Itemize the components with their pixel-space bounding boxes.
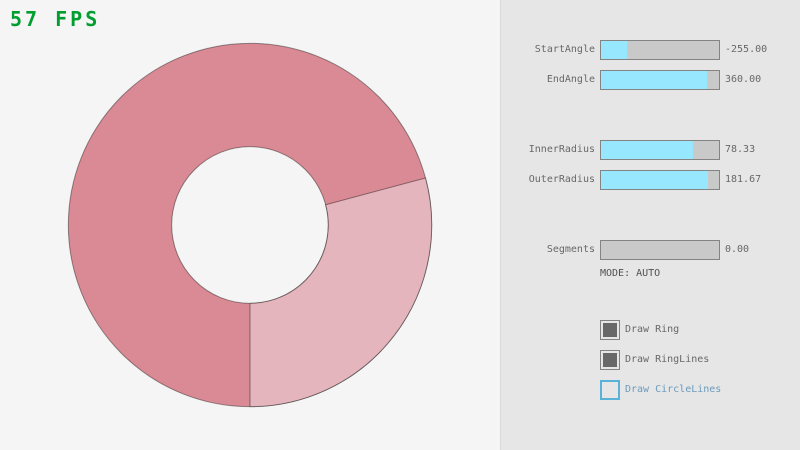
slider-inner-radius[interactable]: [600, 140, 720, 160]
slider-label-end-angle: EndAngle: [546, 74, 595, 85]
ring-canvas: [67, 42, 433, 408]
segments-mode-label: MODE: AUTO: [600, 268, 661, 279]
slider-fill-end-angle: [601, 71, 707, 89]
ring-single-region: [249, 177, 433, 408]
checkbox-draw-ring[interactable]: [600, 320, 620, 340]
checkbox-draw-circlelines[interactable]: [600, 380, 620, 400]
slider-fill-start-angle: [601, 41, 627, 59]
slider-segments[interactable]: [600, 240, 720, 260]
slider-fill-outer-radius: [601, 171, 708, 189]
slider-end-angle[interactable]: [600, 70, 720, 90]
slider-value-outer-radius: 181.67: [725, 174, 762, 185]
slider-outer-radius[interactable]: [600, 170, 720, 190]
checkbox-label-draw-ringlines: Draw RingLines: [625, 354, 710, 365]
fps-counter: 57 FPS: [10, 7, 101, 31]
slider-start-angle[interactable]: [600, 40, 720, 60]
slider-value-inner-radius: 78.33: [725, 144, 756, 155]
slider-label-outer-radius: OuterRadius: [528, 174, 595, 185]
checkmark-icon: [603, 353, 617, 367]
slider-value-end-angle: 360.00: [725, 74, 762, 85]
slider-label-inner-radius: InnerRadius: [528, 144, 595, 155]
slider-label-start-angle: StartAngle: [534, 44, 595, 55]
checkbox-label-draw-ring: Draw Ring: [625, 324, 680, 335]
slider-value-start-angle: -255.00: [725, 44, 768, 55]
checkbox-draw-ringlines[interactable]: [600, 350, 620, 370]
checkbox-label-draw-circlelines: Draw CircleLines: [625, 384, 722, 395]
slider-label-segments: Segments: [546, 244, 595, 255]
checkmark-icon: [603, 323, 617, 337]
slider-value-segments: 0.00: [725, 244, 750, 255]
slider-fill-inner-radius: [601, 141, 693, 159]
